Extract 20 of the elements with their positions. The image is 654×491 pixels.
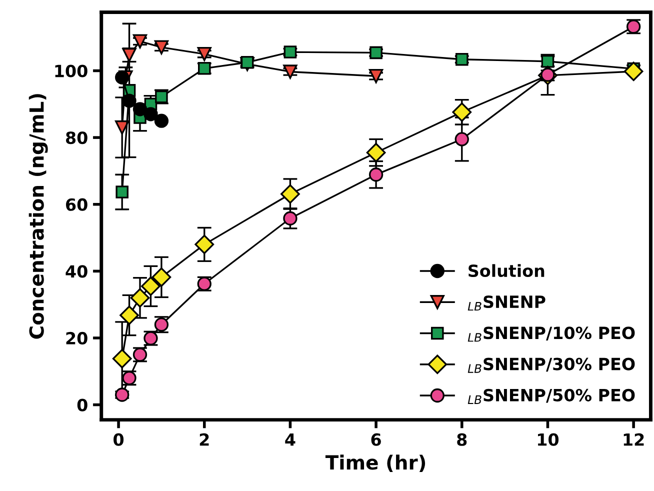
x-tick-label: 0	[114, 433, 124, 446]
y-tick-label: 40	[66, 265, 88, 278]
y-tick-label: 100	[55, 64, 88, 78]
x-tick-label: 2	[200, 433, 209, 446]
legend-label: $_{LB}$SNENP/30% PEO	[468, 358, 635, 373]
y-tick-label: 60	[66, 198, 88, 211]
x-tick-label: 4	[285, 434, 296, 446]
y-tick-label: 80	[66, 132, 88, 144]
legend-label: $_{LB}$SNENP/50% PEO	[468, 388, 635, 404]
y-tick-label: 20	[66, 332, 88, 345]
x-tick-label: 6	[371, 433, 381, 446]
x-tick-label: 8	[457, 433, 467, 446]
y-tick-label: 0	[77, 398, 88, 412]
legend-label: Solution	[468, 264, 544, 278]
y-axis-title: Concentration (ng/mL)	[28, 94, 48, 339]
legend-label: $_{LB}$SNENP/10% PEO	[468, 326, 635, 342]
legend-label: $_{LB}$SNENP	[468, 295, 546, 311]
x-tick-label: 12	[624, 433, 644, 446]
x-axis-title: Time (hr)	[325, 454, 426, 472]
x-tick-label: 10	[538, 433, 559, 446]
